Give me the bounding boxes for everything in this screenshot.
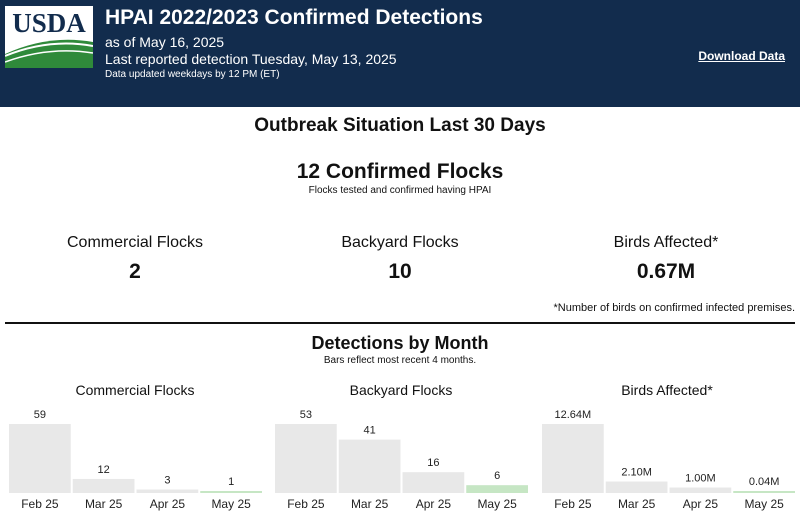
kpi-value: 0.67M — [636, 260, 696, 283]
bar-feb-25 — [542, 424, 604, 493]
as-of-date: as of May 16, 2025 — [105, 34, 225, 50]
bar-mar-25 — [605, 481, 668, 493]
section-divider — [5, 322, 795, 324]
bar-value-label: 16 — [427, 457, 439, 469]
kpi-label: Commercial Flocks — [66, 234, 203, 251]
bar-value-label: 12 — [98, 464, 110, 476]
x-tick-label: Feb 25 — [554, 497, 592, 511]
kpi-backyard-flocks: Backyard Flocks 10 — [270, 234, 530, 284]
commercial-flocks-chart: 59 Feb 25 12 Mar 25 3 Apr 25 1 May 25 — [9, 409, 262, 511]
last-detection: Last reported detection Tuesday, May 13,… — [105, 51, 397, 67]
kpi-value: 2 — [129, 260, 141, 283]
bar-value-label: 12.64M — [555, 409, 592, 421]
chart-title-backyard: Backyard Flocks — [349, 382, 453, 398]
kpi-label: Backyard Flocks — [341, 234, 459, 251]
x-tick-label: Mar 25 — [85, 497, 123, 511]
bar-value-label: 59 — [34, 409, 46, 421]
bar-value-label: 1 — [228, 476, 234, 488]
bar-apr-25 — [136, 489, 199, 493]
bar-value-label: 41 — [364, 425, 376, 437]
bar-value-label: 53 — [300, 409, 312, 421]
x-tick-label: Apr 25 — [150, 497, 186, 511]
page-title: HPAI 2022/2023 Confirmed Detections — [105, 6, 483, 29]
header-banner: USDA HPAI 2022/2023 Confirmed Detections… — [0, 0, 800, 107]
x-tick-label: Feb 25 — [21, 497, 59, 511]
kpi-commercial-flocks: Commercial Flocks 2 — [5, 234, 265, 284]
update-note: Data updated weekdays by 12 PM (ET) — [105, 69, 280, 80]
bar-may-25 — [200, 491, 262, 493]
bar-mar-25 — [72, 478, 135, 493]
bar-value-label: 0.04M — [749, 476, 780, 488]
bar-mar-25 — [338, 439, 401, 493]
bar-value-label: 6 — [494, 470, 500, 482]
bar-feb-25 — [9, 424, 71, 493]
outbreak-title: Outbreak Situation Last 30 Days — [254, 115, 546, 136]
backyard-flocks-chart: 53 Feb 25 41 Mar 25 16 Apr 25 6 May 25 — [275, 409, 528, 511]
x-tick-label: May 25 — [744, 497, 784, 511]
bar-apr-25 — [402, 472, 465, 493]
bar-value-label: 3 — [164, 474, 170, 486]
x-tick-label: May 25 — [477, 497, 517, 511]
download-data-link[interactable]: Download Data — [698, 49, 785, 63]
bar-may-25 — [466, 485, 528, 493]
detections-title: Detections by Month — [311, 333, 489, 353]
usda-logo-text: USDA — [12, 8, 86, 38]
usda-logo: USDA — [5, 6, 93, 68]
bar-value-label: 1.00M — [685, 473, 716, 485]
chart-title-birds: Birds Affected* — [621, 382, 713, 398]
x-tick-label: May 25 — [211, 497, 251, 511]
bar-apr-25 — [669, 487, 732, 493]
confirmed-flocks-total: 12 Confirmed Flocks — [296, 160, 504, 183]
chart-title-commercial: Commercial Flocks — [75, 382, 195, 398]
x-tick-label: Feb 25 — [287, 497, 325, 511]
kpi-birds-affected: Birds Affected* 0.67M — [536, 234, 796, 284]
detections-subtitle: Bars reflect most recent 4 months. — [323, 355, 477, 366]
birds-affected-chart: 12.64M Feb 25 2.10M Mar 25 1.00M Apr 25 0.04M M… — [542, 409, 795, 511]
x-tick-label: Apr 25 — [683, 497, 719, 511]
x-tick-label: Mar 25 — [351, 497, 389, 511]
confirmed-flocks-subtitle: Flocks tested and confirmed having HPAI — [308, 185, 492, 196]
kpi-label: Birds Affected* — [613, 234, 719, 251]
bar-feb-25 — [275, 424, 337, 493]
bar-may-25 — [733, 491, 795, 493]
footnote: *Number of birds on confirmed infected p… — [553, 302, 796, 314]
x-tick-label: Mar 25 — [618, 497, 656, 511]
kpi-value: 10 — [388, 260, 412, 283]
x-tick-label: Apr 25 — [416, 497, 452, 511]
bar-value-label: 2.10M — [621, 467, 652, 479]
